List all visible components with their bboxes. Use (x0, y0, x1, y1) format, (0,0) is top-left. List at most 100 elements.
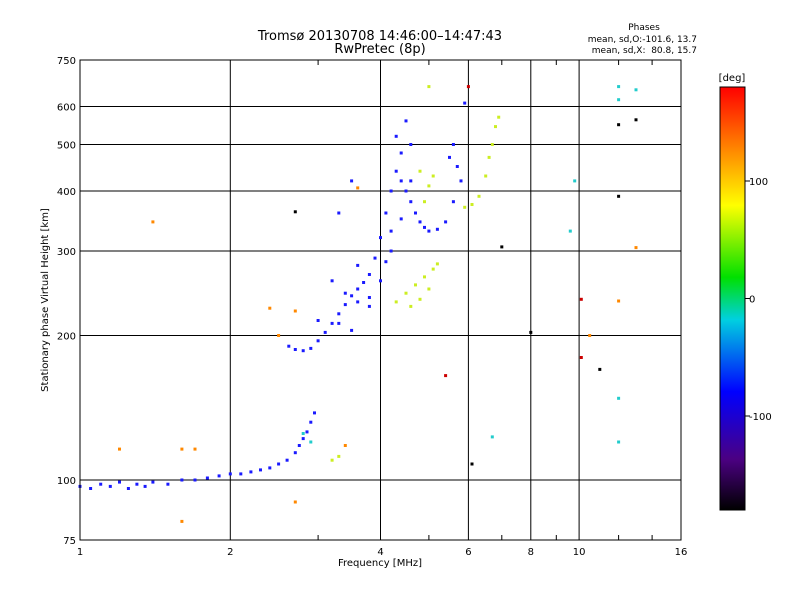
data-point (293, 210, 297, 214)
data-point (455, 165, 459, 168)
data-point (399, 217, 403, 221)
data-point (423, 225, 426, 229)
data-point (463, 205, 467, 209)
stats-line-o: mean, sd,O:-101.6, 13.7 (588, 35, 697, 45)
data-point (427, 184, 431, 188)
data-point (108, 484, 112, 488)
data-point (634, 118, 638, 122)
y-tick-label: 400 (57, 187, 76, 198)
data-point (135, 482, 139, 486)
data-point (466, 85, 470, 89)
data-point (287, 344, 291, 348)
data-point (285, 458, 289, 462)
data-point (418, 169, 422, 173)
data-point (414, 211, 417, 215)
data-point (293, 451, 297, 455)
data-point (435, 262, 439, 266)
data-point (617, 85, 621, 89)
data-point (427, 287, 431, 291)
data-point (151, 220, 155, 224)
data-point (323, 330, 327, 334)
x-tick-label: 10 (573, 547, 586, 558)
data-point (151, 480, 155, 484)
x-axis-label: Frequency [MHz] (338, 558, 422, 569)
y-axis-label: Stationary phase Virtual Height [km] (40, 208, 51, 392)
data-point (362, 281, 366, 284)
data-point (404, 189, 408, 193)
data-point (431, 267, 435, 271)
data-point (166, 482, 170, 486)
data-point (118, 480, 121, 484)
data-point (423, 200, 426, 204)
data-point (193, 478, 197, 482)
chart-title: Tromsø 20130708 14:46:00–14:47:43 (257, 29, 502, 44)
y-tick-label: 100 (57, 476, 76, 487)
y-tick-label: 200 (57, 332, 76, 343)
data-point (389, 249, 393, 253)
data-point (356, 186, 360, 190)
data-point (634, 88, 638, 92)
y-axis-ticks: 75 100 200 300 400 500 600 750 (57, 56, 76, 547)
stats-line-x: mean, sd,X: 80.8, 15.7 (592, 46, 697, 56)
data-point (451, 200, 455, 204)
data-point (330, 458, 334, 462)
y-tick-label: 500 (57, 141, 76, 152)
y-tick-label: 750 (57, 56, 76, 67)
data-point (367, 296, 371, 299)
data-point (343, 444, 347, 447)
data-point (409, 179, 413, 183)
data-point (277, 334, 281, 337)
data-point (337, 312, 341, 316)
data-point (301, 432, 305, 435)
x-tick-label: 8 (528, 547, 534, 558)
data-point (89, 487, 93, 490)
data-point (394, 169, 398, 173)
data-point (617, 194, 621, 198)
data-point (305, 430, 309, 434)
data-point (118, 447, 121, 451)
colorbar-tick-label: 0 (749, 295, 755, 306)
data-point (418, 220, 422, 224)
data-point (337, 211, 341, 215)
data-point (384, 260, 388, 264)
data-point (277, 462, 281, 466)
data-point (588, 334, 592, 337)
data-point (497, 115, 501, 119)
data-point (573, 179, 577, 183)
data-point (313, 411, 316, 415)
data-point (394, 134, 398, 138)
data-point (470, 203, 474, 206)
data-point (484, 174, 488, 178)
colorbar-tick-label: -100 (749, 412, 772, 423)
data-point (389, 189, 393, 193)
data-point (373, 256, 377, 260)
data-point (394, 300, 398, 304)
data-point (337, 454, 341, 458)
data-point (423, 275, 426, 279)
stats-heading: Phases (628, 23, 660, 33)
data-point (337, 321, 341, 325)
data-point (470, 462, 474, 466)
data-point (490, 143, 494, 146)
data-point (293, 309, 297, 313)
data-point (126, 487, 130, 490)
data-point (343, 291, 347, 295)
data-point (494, 125, 497, 129)
y-tick-label: 600 (57, 103, 76, 114)
data-point (268, 306, 272, 310)
data-point (205, 476, 209, 480)
data-point (384, 211, 388, 215)
data-point (293, 500, 297, 504)
data-point (99, 482, 103, 486)
data-point (367, 273, 371, 276)
data-point (414, 283, 417, 287)
data-point (367, 304, 371, 308)
data-point (598, 367, 602, 371)
data-point (617, 123, 621, 127)
data-point (193, 447, 197, 451)
data-point (404, 291, 408, 295)
data-point (500, 245, 504, 249)
data-point (418, 297, 422, 301)
data-point (356, 300, 360, 304)
data-point (404, 119, 408, 123)
